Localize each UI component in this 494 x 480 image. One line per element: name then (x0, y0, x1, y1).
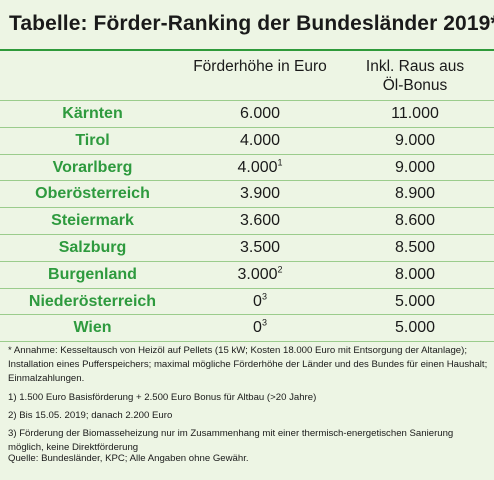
table-row: Niederösterreich 03 5.000 (0, 289, 494, 315)
table-row: Burgenland 3.0002 8.000 (0, 262, 494, 288)
funding-amount: 03 (185, 315, 335, 341)
funding-amount: 3.600 (185, 208, 335, 234)
funding-value: 3.000 (237, 265, 278, 283)
row-divider (0, 207, 494, 209)
amount-with-bonus: 8.900 (394, 185, 436, 203)
table-row: Vorarlberg 4.0001 9.000 (0, 155, 494, 181)
column-header-raus-aus-oel: Inkl. Raus aus Öl-Bonus (345, 57, 485, 95)
footnote-3: 3) Förderung der Biomasseheizung nur im … (8, 428, 454, 454)
funding-value: 6.000 (239, 105, 281, 122)
funding-amount: 4.000 (185, 128, 335, 154)
funding-value: 0 (253, 319, 262, 337)
footnote-1: 1) 1.500 Euro Basisförderung + 2.500 Eur… (8, 391, 317, 403)
amount-with-bonus: 8.000 (394, 265, 436, 283)
amount-with-bonus: 11.000 (391, 105, 439, 122)
footnote-marker: 3 (261, 291, 267, 302)
funding-amount: 4.0001 (185, 155, 335, 181)
footnote-marker: 1 (277, 157, 283, 168)
row-divider (0, 341, 494, 343)
funding-value: 3.600 (239, 212, 281, 230)
table-row: Oberösterreich 3.900 8.900 (0, 181, 494, 207)
column-header-line-1: Inkl. Raus aus (365, 58, 465, 75)
row-divider (0, 153, 494, 155)
row-divider (0, 260, 494, 262)
amount-with-bonus: 8.600 (394, 212, 436, 230)
table-row: Salzburg 3.500 8.500 (0, 235, 494, 261)
amount-with-bonus: 9.000 (394, 158, 436, 176)
amount-with-bonus: 8.500 (394, 239, 436, 256)
amount-with-bonus: 9.000 (394, 131, 436, 149)
state-name: Wien (73, 319, 112, 337)
funding-amount: 03 (185, 289, 335, 315)
state-name: Niederösterreich (28, 292, 157, 310)
column-header-line-2: Öl-Bonus (382, 77, 448, 94)
state-name: Kärnten (62, 105, 123, 122)
state-name: Salzburg (58, 239, 127, 256)
row-divider (0, 100, 494, 101)
footnote-2: 2) Bis 15.05. 2019; danach 2.200 Euro (8, 409, 173, 421)
amount-with-bonus: 5.000 (394, 292, 436, 310)
state-name: Tirol (75, 131, 110, 149)
source-line: Quelle: Bundesländer, KPC; Alle Angaben … (8, 453, 249, 464)
table-row: Steiermark 3.600 8.600 (0, 208, 494, 234)
table-row: Kärnten 6.000 11.000 (0, 101, 494, 127)
funding-value: 4.000 (239, 131, 281, 149)
table-title: Tabelle: Förder-Ranking der Bundesländer… (9, 12, 494, 35)
funding-amount: 3.900 (185, 181, 335, 207)
row-divider (0, 126, 494, 128)
funding-amount: 3.500 (185, 235, 335, 261)
row-divider (0, 287, 494, 289)
funding-value: 3.500 (239, 239, 281, 256)
row-divider (0, 234, 494, 235)
footnotes: * Annahme: Kesseltausch von Heizöl auf P… (8, 344, 488, 459)
state-name: Steiermark (51, 212, 134, 230)
funding-amount: 6.000 (185, 101, 335, 127)
funding-value: 4.000 (237, 158, 278, 176)
footnote-marker: 3 (261, 318, 267, 329)
footnote-marker: 2 (277, 264, 283, 275)
column-header-foerderhoehe: Förderhöhe in Euro (193, 58, 327, 75)
state-name: Oberösterreich (35, 185, 150, 203)
table-row: Wien 03 5.000 (0, 315, 494, 341)
amount-with-bonus: 5.000 (394, 319, 436, 337)
funding-value: 3.900 (239, 185, 281, 203)
title-rule (0, 49, 494, 51)
funding-amount: 3.0002 (185, 262, 335, 288)
row-divider (0, 314, 494, 316)
table-row: Tirol 4.000 9.000 (0, 128, 494, 154)
state-name: Burgenland (48, 265, 137, 283)
funding-value: 0 (253, 292, 262, 310)
state-name: Vorarlberg (52, 158, 133, 176)
row-divider (0, 180, 494, 182)
footnote-assumption: * Annahme: Kesseltausch von Heizöl auf P… (8, 345, 488, 385)
